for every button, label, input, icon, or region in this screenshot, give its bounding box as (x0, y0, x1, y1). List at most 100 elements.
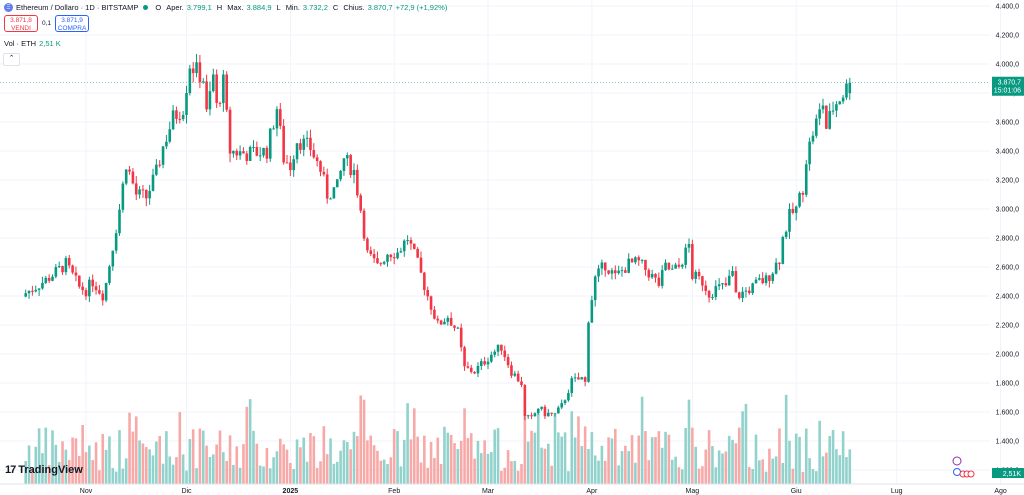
candle-body (235, 150, 239, 156)
candle-body (191, 68, 195, 74)
candle-body (54, 267, 58, 277)
volume-bar (382, 459, 386, 484)
candle-body (717, 284, 721, 287)
candle-body (788, 208, 791, 232)
volume-bar (158, 436, 161, 484)
candle-body (570, 378, 574, 393)
volume-bar (664, 431, 667, 484)
candle-body (47, 277, 51, 281)
candle-body (161, 146, 165, 165)
volume-bar (597, 460, 600, 484)
candle-body (684, 247, 687, 265)
high-label: H (216, 3, 223, 12)
candle-body (165, 141, 168, 147)
volume-bar (255, 443, 259, 484)
volume-bar (222, 452, 225, 484)
chevron-up-icon[interactable]: ⌃ (3, 53, 20, 66)
candle-body (419, 257, 423, 273)
candle-body (406, 240, 409, 242)
volume-bar (101, 434, 105, 484)
price-tick-label: 1.400,0 (996, 439, 1019, 446)
candle-body (667, 262, 671, 270)
volume-bar (362, 399, 366, 484)
candle-body (215, 74, 218, 103)
volume-bar (466, 438, 470, 484)
close-value: 3.870,7 (367, 3, 393, 12)
candle-body (64, 258, 68, 273)
price-tick-label: 2.200,0 (996, 323, 1019, 330)
candle-body (349, 155, 352, 176)
volume-bar (563, 432, 567, 484)
volume-bar (533, 432, 537, 484)
buy-button[interactable]: 3.871,9 COMPRA (55, 15, 90, 32)
volume-bar (235, 446, 239, 484)
volume-bar (557, 432, 560, 484)
volume-bar (701, 466, 704, 484)
volume-bar (811, 469, 815, 484)
candle-body (593, 276, 597, 301)
volume-legend-label: Vol · ETH (4, 39, 37, 48)
candle-body (232, 150, 235, 154)
candle-body (681, 264, 684, 267)
volume-bar (436, 437, 440, 484)
candle-body (255, 146, 259, 156)
volume-bar (433, 458, 436, 484)
candle-body (242, 151, 245, 154)
candle-body (811, 135, 815, 142)
volume-bar (788, 440, 791, 484)
volume-bar (754, 434, 758, 484)
volume-bar (490, 451, 493, 484)
volume-bar (674, 456, 677, 484)
volume-bar (667, 434, 671, 484)
candle-body (459, 327, 463, 348)
volume-bar (734, 443, 738, 484)
volume-bar (248, 399, 252, 484)
price-tick-label: 4.000,0 (996, 62, 1019, 69)
volume-bar (825, 452, 828, 484)
candle-body (222, 74, 225, 104)
candle-body (657, 277, 661, 286)
candle-body (416, 248, 419, 258)
candle-body (369, 250, 373, 255)
price-tick-label: 1.800,0 (996, 381, 1019, 388)
volume-bar (148, 449, 151, 484)
volume-bar (459, 440, 463, 484)
symbol-title[interactable]: Ethereum / Dollaro · 1D · BITSTAMP (16, 3, 139, 12)
candle-body (761, 278, 764, 284)
volume-bar (312, 436, 316, 484)
volume-tag (992, 468, 1024, 478)
candle-body (580, 377, 584, 380)
volume-bar (325, 454, 329, 484)
volume-bar (124, 458, 128, 484)
candle-body (694, 271, 697, 279)
volume-bar (573, 437, 577, 484)
volume-bar (27, 445, 31, 484)
volume-bar (469, 433, 473, 484)
candle-body (808, 141, 811, 165)
candle-body (831, 110, 835, 112)
volume-bar (453, 443, 456, 484)
volume-bar (121, 468, 125, 484)
sell-button[interactable]: 3.871,8 VENDI (4, 15, 38, 32)
volume-bar (41, 453, 44, 484)
candle-body (282, 125, 285, 163)
price-tick-label: 2.600,0 (996, 265, 1019, 272)
candle-body (74, 272, 78, 276)
volume-bar (480, 453, 483, 484)
volume-bar (111, 468, 115, 484)
volume-bar (195, 468, 198, 484)
tradingview-logo[interactable]: 17 TradingView (5, 464, 83, 476)
volume-bar (369, 435, 373, 484)
candle-body (553, 413, 557, 415)
candle-body (644, 259, 647, 270)
low-label: L (276, 3, 281, 12)
candle-body (104, 283, 108, 301)
volume-bar (567, 471, 570, 484)
candle-body (620, 270, 624, 272)
candle-body (530, 415, 533, 417)
candle-body (359, 195, 362, 211)
volume-legend[interactable]: Vol · ETH 2,51 K (4, 39, 61, 48)
volume-bar (104, 450, 108, 484)
candle-body (778, 262, 781, 264)
